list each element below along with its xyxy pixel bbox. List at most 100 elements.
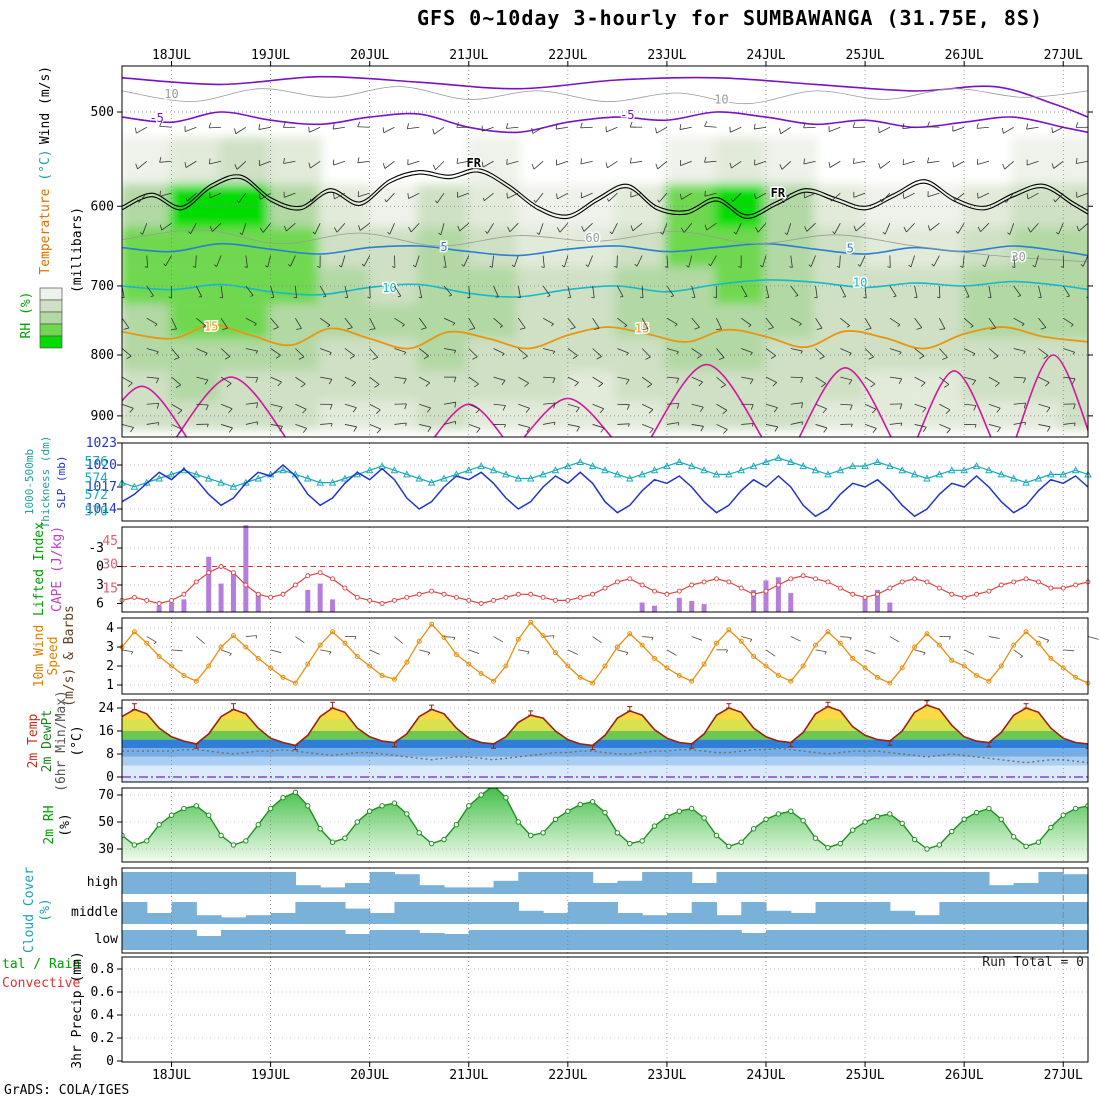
rh2m-area — [122, 788, 1088, 862]
svg-text:15: 15 — [102, 581, 118, 596]
cape-bar — [862, 596, 868, 612]
svg-text:26JUL: 26JUL — [945, 48, 984, 63]
rh-legend-cell — [39, 311, 63, 325]
svg-text:0.8: 0.8 — [91, 962, 114, 977]
svg-text:16: 16 — [98, 724, 114, 739]
svg-text:23JUL: 23JUL — [647, 1068, 686, 1083]
svg-text:FR: FR — [466, 156, 481, 170]
thickness-line — [121, 457, 1089, 488]
panel-wind10m: 4 3 2 1 — [106, 617, 1099, 695]
svg-text:10: 10 — [382, 281, 396, 295]
svg-text:800: 800 — [91, 348, 114, 363]
temp-color-bands — [122, 705, 1088, 782]
cape-bar — [887, 602, 893, 612]
svg-text:572: 572 — [85, 488, 108, 503]
cape-bar — [775, 577, 781, 612]
cape-bar — [181, 599, 187, 612]
svg-text:1017: 1017 — [86, 480, 117, 495]
cape-bar — [305, 589, 311, 612]
svg-text:20JUL: 20JUL — [350, 48, 389, 63]
panel-precip: 0.8 0.6 0.4 0.2 0 18JUL 19JUL 20JUL 21JUL 22JUL 23… — [91, 956, 1089, 1083]
run-total-text: Run Total = 0 — [982, 955, 1084, 970]
cape-bar — [676, 597, 682, 612]
svg-text:0.6: 0.6 — [91, 985, 114, 1000]
cloud-lane-low — [122, 930, 1089, 950]
lane-label-middle: middle — [71, 905, 118, 920]
svg-text:574: 574 — [85, 472, 109, 487]
svg-text:26JUL: 26JUL — [945, 1068, 984, 1083]
svg-text:6: 6 — [96, 597, 104, 612]
upper-wind-barbs — [122, 121, 1088, 434]
svg-text:25JUL: 25JUL — [846, 1068, 885, 1083]
svg-text:10: 10 — [853, 275, 867, 289]
contour-temp-15 — [122, 324, 1088, 350]
svg-text:1023: 1023 — [86, 436, 117, 451]
svg-text:3: 3 — [106, 640, 114, 655]
svg-text:1020: 1020 — [86, 458, 117, 473]
svg-text:10: 10 — [164, 87, 178, 101]
svg-text:0: 0 — [96, 560, 104, 575]
svg-text:2: 2 — [106, 659, 114, 674]
contour-temp-20 — [1015, 354, 1088, 437]
svg-text:45: 45 — [102, 534, 118, 549]
cape-bar — [218, 583, 224, 612]
svg-text:5: 5 — [440, 240, 447, 254]
contour-rh-gray-upper — [122, 86, 1088, 105]
svg-text:24JUL: 24JUL — [746, 48, 785, 63]
svg-text:0: 0 — [106, 1054, 114, 1069]
contour-temp-20 — [523, 397, 613, 437]
svg-text:8: 8 — [106, 747, 114, 762]
svg-text:22JUL: 22JUL — [548, 1068, 587, 1083]
svg-text:50: 50 — [98, 815, 114, 830]
wind10m-barbs — [121, 635, 1099, 659]
svg-text:1014: 1014 — [86, 502, 117, 517]
cape-bar — [230, 572, 236, 612]
svg-text:3: 3 — [96, 578, 104, 593]
contour-temp-20 — [650, 363, 763, 437]
svg-text:27JUL: 27JUL — [1044, 48, 1083, 63]
label-total-rain: tal / Rain — [2, 957, 81, 972]
svg-text:600: 600 — [91, 199, 114, 214]
contour-temp-20 — [122, 385, 188, 437]
svg-text:21JUL: 21JUL — [449, 1068, 488, 1083]
contour-temp-neg5 — [122, 111, 1088, 134]
svg-text:22JUL: 22JUL — [548, 48, 587, 63]
svg-text:10: 10 — [714, 92, 728, 106]
dewpoint-line — [122, 747, 1088, 764]
rh-legend-cell — [39, 299, 63, 313]
cape-bar — [317, 583, 323, 612]
cape-bar — [255, 593, 261, 612]
svg-text:30: 30 — [102, 558, 118, 573]
cape-bar — [689, 600, 695, 612]
svg-text:0.4: 0.4 — [91, 1008, 115, 1023]
temp2m-line — [122, 704, 1088, 747]
wind10m-line — [121, 621, 1089, 684]
svg-text:15: 15 — [635, 321, 649, 335]
rh-legend-cell — [39, 287, 63, 301]
label-convective: Convective — [2, 976, 81, 991]
panel-rh2m: 70 50 30 — [98, 787, 1089, 863]
svg-text:18JUL: 18JUL — [152, 48, 191, 63]
svg-text:4: 4 — [106, 621, 114, 636]
cape-bar — [763, 580, 769, 612]
svg-text:-5: -5 — [620, 108, 634, 122]
svg-text:-3: -3 — [88, 541, 104, 556]
svg-text:1: 1 — [106, 678, 114, 693]
svg-text:20JUL: 20JUL — [350, 1068, 389, 1083]
rh-legend-cell — [39, 323, 63, 337]
contour-temp-20 — [175, 376, 287, 437]
cape-bar — [243, 525, 249, 612]
svg-text:24: 24 — [98, 701, 114, 716]
svg-text:18JUL: 18JUL — [152, 1068, 191, 1083]
lane-label-low: low — [94, 932, 118, 947]
cape-bar — [751, 589, 757, 612]
cape-bar — [156, 605, 162, 612]
page-title: GFS 0~10day 3-hourly for SUMBAWANGA (31.… — [417, 6, 1043, 30]
svg-text:900: 900 — [91, 409, 114, 424]
svg-text:500: 500 — [91, 105, 114, 120]
cape-bar — [652, 605, 658, 612]
svg-text:27JUL: 27JUL — [1044, 1068, 1083, 1083]
